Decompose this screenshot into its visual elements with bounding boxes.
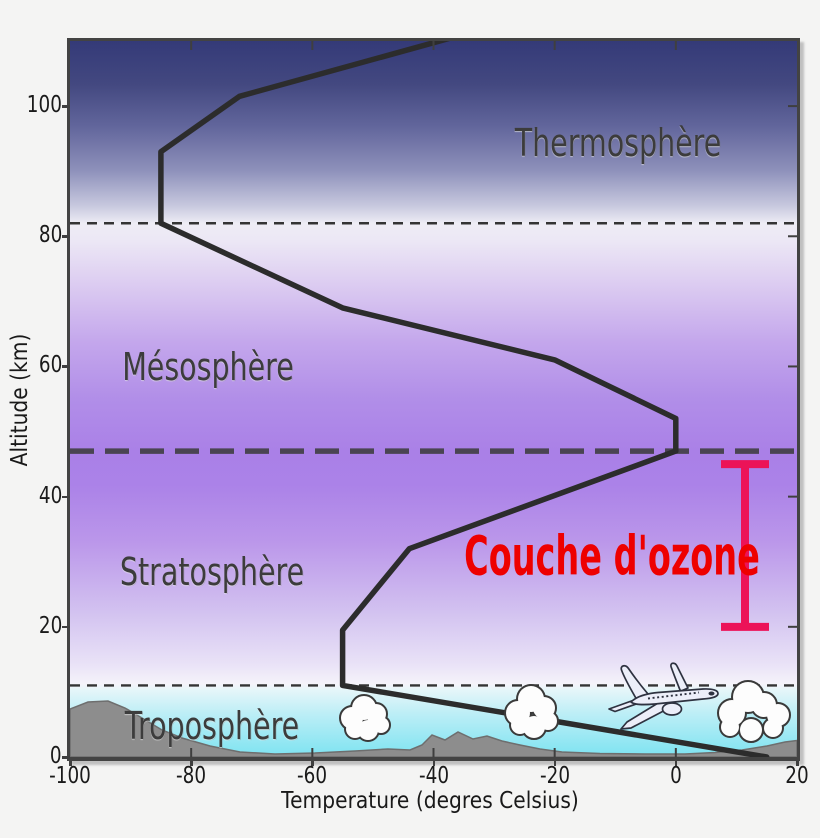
airplane-icon <box>608 662 719 730</box>
label-troposphere: Troposphère <box>124 704 300 748</box>
x-tick-label: 0 <box>669 763 682 789</box>
y-tick-label: 0 <box>50 743 62 769</box>
y-tick-label: 20 <box>38 612 62 639</box>
edge-tick-marks <box>190 41 797 757</box>
y-tick-mark <box>62 365 70 368</box>
cloud-middle <box>504 684 559 740</box>
x-tick-mark <box>674 761 678 766</box>
y-tick-mark <box>62 105 70 108</box>
y-tick-mark <box>62 625 70 629</box>
x-tick-label: 20 <box>785 763 809 789</box>
y-tick-mark <box>62 756 70 759</box>
x-tick-mark <box>796 761 799 766</box>
x-tick-label: -20 <box>539 763 570 789</box>
plot-canvas <box>70 41 797 757</box>
x-tick-label: -80 <box>176 763 207 789</box>
ozone-range-bracket <box>721 460 769 631</box>
x-tick-label: -40 <box>418 763 449 789</box>
x-tick-label: -100 <box>49 763 91 789</box>
y-tick-label: 60 <box>38 352 62 379</box>
y-tick-mark <box>62 495 70 499</box>
cloud-small <box>339 694 391 742</box>
y-tick-label: 100 <box>26 92 62 119</box>
plot-area: Thermosphère Mésosphère Stratosphère Tro… <box>67 38 800 761</box>
x-axis-title: Temperature (degres Celsius) <box>281 788 579 814</box>
label-stratosphere: Stratosphère <box>119 550 305 594</box>
y-tick-label: 40 <box>38 482 62 509</box>
x-tick-mark <box>311 761 314 766</box>
x-tick-mark <box>190 761 193 766</box>
x-tick-label: -60 <box>297 763 328 789</box>
y-axis-title: Altitude (km) <box>7 333 33 467</box>
label-ozone-layer: Couche d'ozone <box>464 524 760 588</box>
temperature-profile-curve <box>158 41 770 757</box>
x-tick-mark <box>69 761 72 766</box>
y-tick-label: 80 <box>38 222 62 249</box>
label-mesosphere: Mésosphère <box>122 345 294 389</box>
y-tick-mark <box>62 235 70 238</box>
x-tick-mark <box>553 761 557 766</box>
cloud-large <box>717 680 791 743</box>
layer-boundary-lines <box>70 222 797 687</box>
x-tick-mark <box>432 761 435 766</box>
label-thermosphere: Thermosphère <box>514 121 722 165</box>
